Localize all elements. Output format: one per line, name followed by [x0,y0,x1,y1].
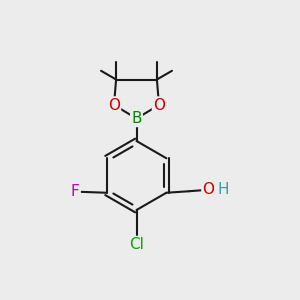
Text: Cl: Cl [129,237,144,252]
Text: F: F [71,184,80,199]
Text: O: O [202,182,214,197]
Text: O: O [153,98,165,112]
Text: H: H [218,182,229,197]
Text: B: B [131,111,142,126]
Text: O: O [108,98,120,112]
